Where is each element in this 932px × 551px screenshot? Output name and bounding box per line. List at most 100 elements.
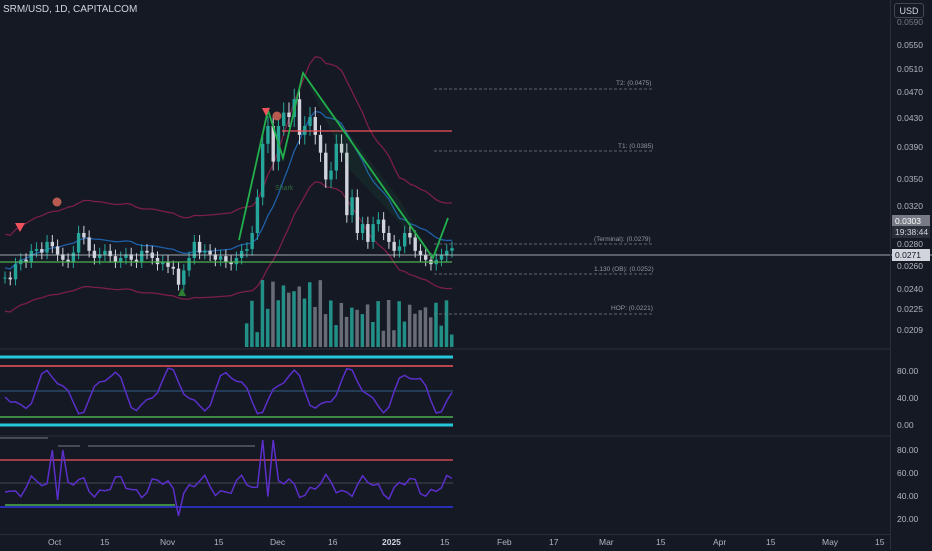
price-axis[interactable]	[890, 0, 932, 550]
volume-bar	[271, 281, 275, 347]
candle-body	[445, 250, 449, 256]
volume-bar	[302, 298, 307, 347]
osc1-tick: 0.00	[897, 420, 914, 430]
volume-bar	[250, 300, 254, 347]
volume-bar	[386, 300, 391, 347]
candle-body	[413, 237, 417, 251]
candle-body	[145, 250, 149, 253]
candle-body	[87, 237, 91, 251]
osc1-tick: 80.00	[897, 366, 919, 376]
candle-body	[3, 277, 7, 279]
price-tick: 0.0550	[897, 40, 923, 50]
volume-bar	[381, 330, 386, 347]
candle-body	[208, 250, 212, 255]
shark-pattern-fill	[303, 73, 433, 258]
candle-body	[287, 112, 291, 118]
time-tick: 15	[100, 537, 110, 547]
candle-body	[71, 252, 76, 262]
candle-body	[192, 241, 197, 258]
candle-body	[387, 232, 391, 242]
price-tick: 0.0430	[897, 113, 923, 123]
fib-label-t2: T2: (0.0475)	[616, 80, 652, 87]
time-tick: Nov	[160, 537, 176, 547]
candle-body	[318, 134, 323, 153]
candle-body	[313, 117, 317, 135]
volume-bar	[355, 309, 359, 347]
candle-body	[61, 254, 65, 260]
candle-body	[76, 232, 81, 253]
osc2-line	[4, 439, 453, 517]
volume-bar	[318, 280, 323, 347]
candle-body	[97, 254, 102, 258]
time-tick: May	[822, 537, 839, 547]
volume-bar	[413, 313, 417, 347]
osc1-tick: 40.00	[897, 393, 919, 403]
time-tick: Feb	[497, 537, 512, 547]
volume-bar	[329, 300, 333, 347]
candle-body	[229, 261, 233, 265]
time-tick: 16	[328, 537, 338, 547]
candle-body	[329, 170, 333, 180]
price-tick: 0.0225	[897, 304, 923, 314]
candle-body	[166, 261, 170, 267]
candle-body	[82, 232, 86, 238]
candle-body	[371, 224, 375, 242]
candle-body	[55, 246, 60, 255]
candle-body	[29, 250, 33, 262]
volume-bar	[428, 317, 433, 347]
candle-body	[187, 257, 191, 271]
time-axis[interactable]	[0, 534, 890, 551]
volume-bar	[292, 291, 296, 347]
time-tick: 15	[656, 537, 666, 547]
price-tick: 0.0390	[897, 142, 923, 152]
pattern-label: Shark	[275, 185, 294, 192]
candle-body	[245, 249, 249, 251]
time-tick: Mar	[599, 537, 614, 547]
time-tick: 17	[549, 537, 559, 547]
time-tick: 2025	[382, 537, 401, 547]
price-tick: 0.0510	[897, 64, 923, 74]
candle-body	[392, 241, 396, 251]
candle-body	[24, 259, 28, 262]
candle-body	[271, 125, 275, 162]
candle-body	[182, 270, 186, 285]
candle-body	[140, 250, 144, 262]
volume-bar	[265, 308, 270, 347]
candle-body	[402, 232, 407, 247]
volume-bar	[286, 292, 291, 347]
countdown-tag: 19:38:44	[892, 226, 930, 238]
volume-bar	[360, 314, 365, 347]
volume-bar	[344, 316, 349, 347]
currency-button[interactable]: USD	[894, 3, 924, 18]
candle-body	[103, 250, 107, 255]
volume-bar	[276, 300, 280, 347]
candle-body	[66, 259, 70, 262]
osc2-tick: 80.00	[897, 445, 919, 455]
candle-body	[324, 152, 328, 180]
volume-bar	[323, 314, 328, 347]
candle-body	[124, 254, 128, 258]
time-tick: Oct	[48, 537, 62, 547]
candle-body	[297, 99, 302, 135]
candle-body	[381, 219, 386, 233]
volume-bar	[297, 286, 301, 347]
crosshair-price-tag: 0.0271	[892, 249, 930, 261]
volume-bar	[244, 323, 249, 347]
sell-signal-marker	[15, 223, 25, 232]
volume-bar	[434, 302, 438, 347]
candle-body	[129, 254, 133, 260]
candle-body	[250, 232, 254, 250]
fib-label-hop: HOP: (0.0221)	[611, 305, 653, 312]
price-tick: 0.0209	[897, 325, 923, 335]
fib-label-t1: T1: (0.0385)	[618, 143, 654, 150]
price-tick: 0.0260	[897, 261, 923, 271]
sell-signal-marker	[262, 108, 270, 116]
osc2-tick: 40.00	[897, 491, 919, 501]
volume-bar	[255, 332, 259, 347]
candle-body	[50, 241, 55, 247]
time-tick: Apr	[713, 537, 727, 547]
candle-body	[308, 117, 312, 126]
candle-body	[376, 219, 381, 225]
candle-body	[418, 250, 423, 256]
